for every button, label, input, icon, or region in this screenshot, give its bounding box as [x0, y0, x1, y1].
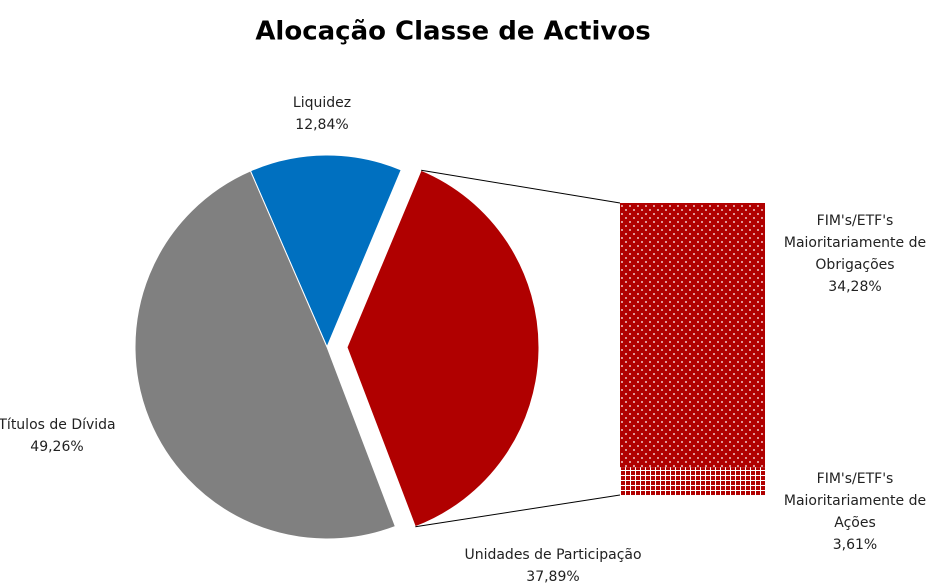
connector-line	[421, 169, 621, 204]
category-label: FIM's/ETF's Maioritariamente de Ações	[783, 471, 927, 531]
slice-value-label: 12,84%	[295, 117, 348, 133]
pie-slice	[346, 169, 540, 528]
slice-value-label: 49,26%	[30, 439, 83, 455]
chart-title: Alocação Classe de Activos	[255, 17, 650, 47]
bar-segment	[620, 467, 765, 495]
value-label: 34,28%	[828, 279, 882, 295]
category-label: FIM's/ETF's Maioritariamente de Obrigaçõ…	[783, 213, 927, 273]
slice-label: Liquidez	[293, 95, 351, 111]
pie-slice	[249, 154, 402, 349]
pie-slice	[134, 170, 396, 540]
breakdown-label: FIM's/ETF's Maioritariamente de Ações 3,6…	[770, 468, 934, 556]
slice-value-label: 37,89%	[526, 569, 579, 583]
bar-segment	[620, 203, 765, 468]
connector-line	[415, 494, 621, 528]
slice-label: Unidades de Participação	[464, 547, 641, 563]
slice-label: Títulos de Dívida	[0, 417, 116, 433]
value-label: 3,61%	[832, 537, 878, 553]
breakdown-label: FIM's/ETF's Maioritariamente de Obrigaçõ…	[770, 210, 934, 298]
